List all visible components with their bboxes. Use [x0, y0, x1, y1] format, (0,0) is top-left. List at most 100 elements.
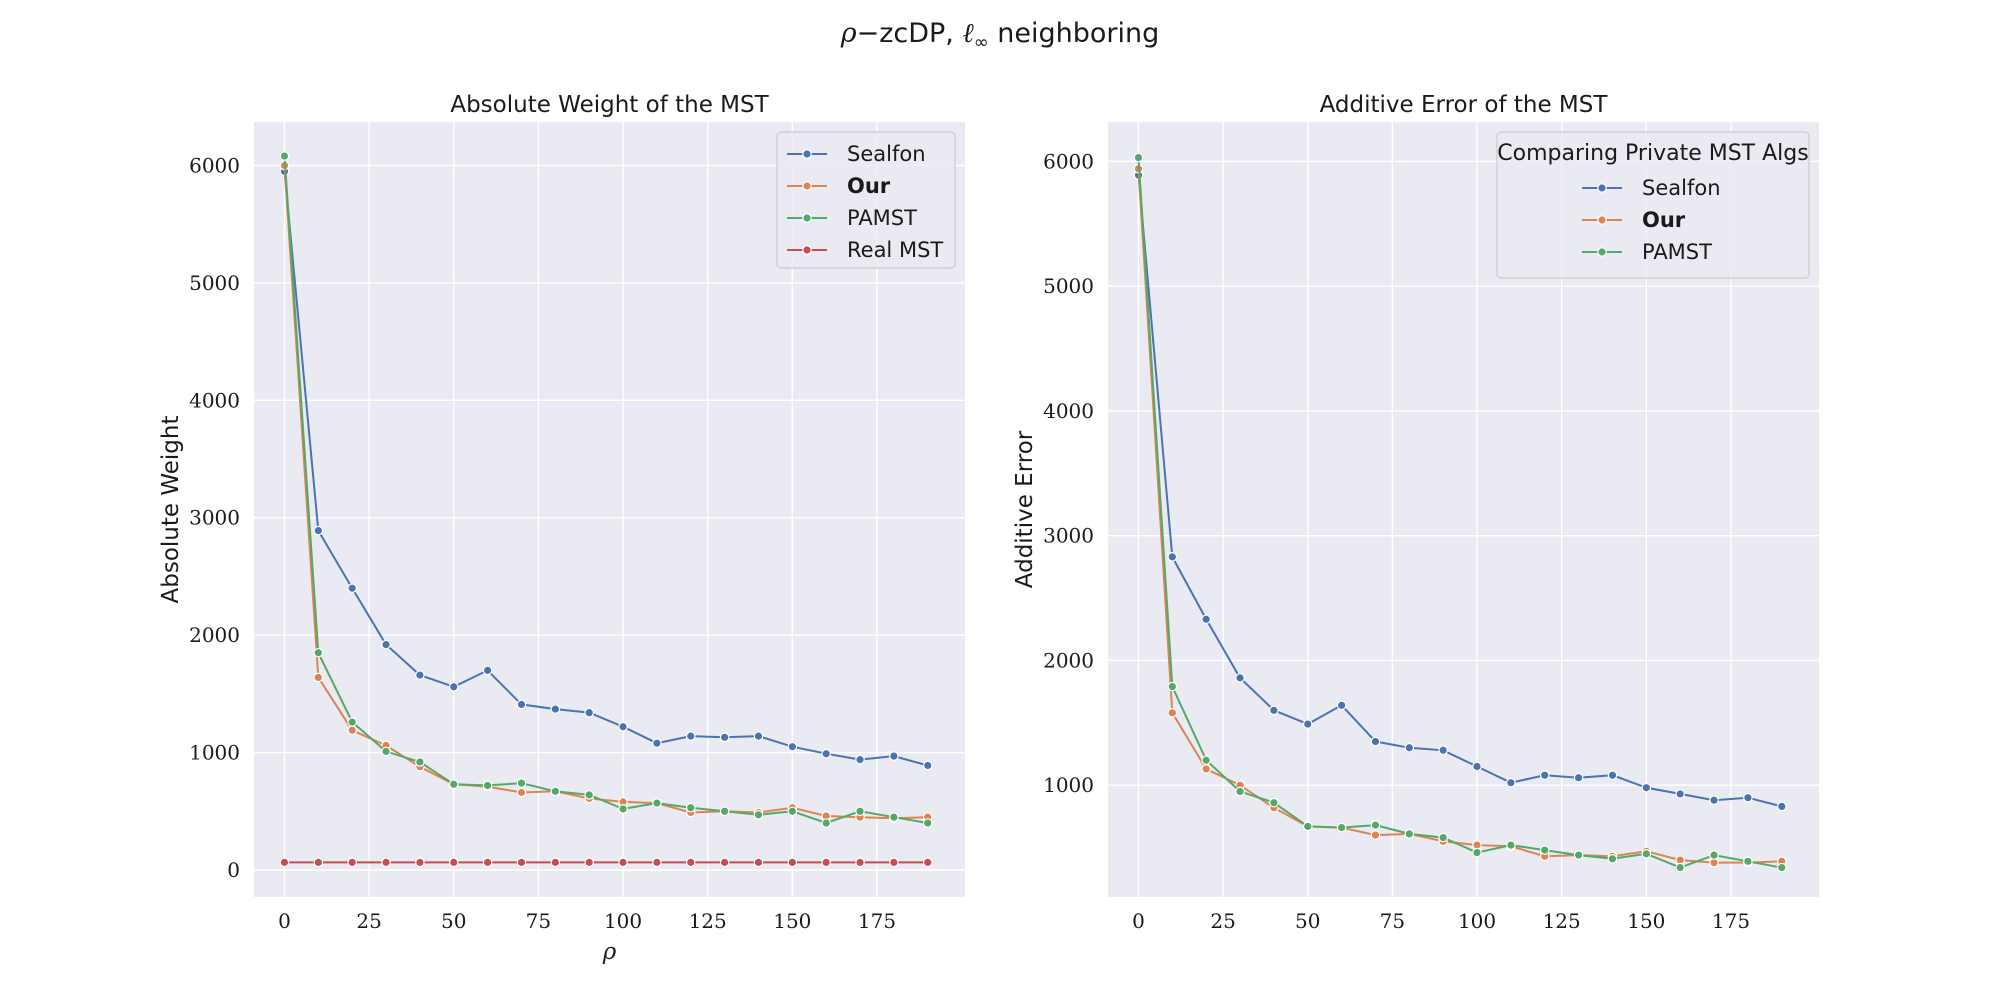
- y-tick-label: 6000: [189, 153, 240, 177]
- y-tick-label: 1000: [1043, 773, 1094, 797]
- data-point-real-mst: [753, 857, 764, 868]
- data-point-sealfon: [1404, 742, 1415, 753]
- data-point-pamst: [889, 812, 899, 822]
- x-tick-label: 0: [1132, 909, 1145, 933]
- data-point-sealfon: [652, 738, 662, 748]
- y-tick-label: 1000: [189, 741, 240, 765]
- data-point-sealfon: [685, 731, 696, 741]
- data-point-pamst: [1167, 681, 1178, 692]
- data-point-pamst: [1336, 822, 1347, 833]
- data-point-pamst: [1539, 845, 1550, 855]
- data-point-pamst: [381, 746, 391, 757]
- data-point-pamst: [1709, 850, 1719, 860]
- data-point-sealfon: [1776, 801, 1787, 812]
- legend-box: [776, 131, 956, 269]
- chart-absolute-weight: 0 25 50 75 100 125 150 175 0 1000 2000 3000 4000 5000…: [158, 92, 965, 965]
- data-point-sealfon: [347, 583, 357, 593]
- legend-marker-sealfon: [802, 149, 812, 159]
- data-point-pamst: [347, 717, 357, 727]
- data-point-pamst: [1438, 832, 1448, 843]
- legend-label-sealfon: Sealfon: [847, 142, 926, 166]
- suptitle-rho: ρ: [840, 18, 857, 49]
- legend-label-real-mst: Real MST: [847, 238, 943, 262]
- x-tick-label: 175: [1712, 909, 1750, 933]
- legend-marker-sealfon: [1597, 183, 1607, 193]
- legend-marker-pamst: [1597, 247, 1607, 257]
- legend-label-our: Our: [847, 174, 891, 198]
- y-tick-label: 4000: [1043, 399, 1094, 423]
- x-axis-label: ρ: [602, 939, 617, 965]
- data-point-sealfon: [1235, 673, 1245, 683]
- y-tick-label: 6000: [1043, 149, 1094, 173]
- data-point-sealfon: [1370, 736, 1381, 747]
- y-axis-label: Additive Error: [1012, 430, 1038, 588]
- data-point-sealfon: [1675, 789, 1685, 799]
- data-point-pamst: [550, 786, 561, 797]
- data-point-sealfon: [1472, 761, 1482, 772]
- y-tick-label: 2000: [1043, 648, 1094, 672]
- figure-suptitle: ρ−zcDP, ℓ∞ neighboring: [840, 18, 1160, 53]
- y-tick-label: 3000: [189, 506, 240, 530]
- y-axis-label: Absolute Weight: [158, 416, 184, 604]
- data-point-pamst: [1641, 849, 1652, 859]
- data-point-pamst: [1404, 829, 1415, 839]
- suptitle-infinity: ∞: [974, 32, 989, 53]
- data-point-sealfon: [1573, 772, 1584, 783]
- data-point-pamst: [719, 806, 730, 817]
- data-point-pamst: [279, 151, 290, 161]
- legend-box: [1496, 131, 1810, 279]
- data-point-pamst: [1472, 847, 1482, 858]
- x-tick-label: 100: [1458, 909, 1496, 933]
- data-point-pamst: [1573, 850, 1584, 860]
- legend-marker-our: [1597, 215, 1607, 225]
- data-point-sealfon: [415, 670, 425, 680]
- data-point-sealfon: [516, 699, 527, 710]
- data-point-real-mst: [313, 857, 324, 868]
- data-point-real-mst: [516, 857, 527, 868]
- data-point-pamst: [1743, 856, 1753, 867]
- data-point-real-mst: [347, 857, 357, 868]
- data-point-pamst: [618, 804, 628, 814]
- data-point-sealfon: [1641, 782, 1652, 793]
- data-point-pamst: [516, 778, 527, 788]
- data-point-real-mst: [448, 857, 459, 868]
- data-point-pamst: [652, 798, 662, 808]
- data-point-our: [1167, 708, 1178, 718]
- data-point-real-mst: [584, 857, 594, 868]
- data-point-sealfon: [1201, 614, 1211, 625]
- legend-label-our: Our: [1642, 208, 1686, 232]
- data-point-sealfon: [1506, 777, 1516, 788]
- data-point-real-mst: [719, 857, 730, 868]
- x-tick-label: 50: [441, 909, 466, 933]
- data-point-pamst: [1370, 820, 1381, 830]
- legend-marker-our: [802, 181, 812, 191]
- y-tick-label: 3000: [1043, 524, 1094, 548]
- data-point-real-mst: [855, 857, 865, 868]
- data-point-pamst: [1675, 862, 1685, 873]
- data-point-sealfon: [855, 754, 865, 765]
- data-point-pamst: [821, 818, 831, 828]
- data-point-pamst: [922, 818, 933, 828]
- data-point-pamst: [1607, 854, 1618, 864]
- suptitle-mid: −zcDP,: [857, 18, 963, 49]
- data-point-real-mst: [381, 857, 391, 868]
- data-point-our: [313, 672, 324, 683]
- data-point-sealfon: [618, 721, 628, 732]
- data-point-real-mst: [279, 857, 290, 868]
- x-tick-label: 0: [278, 909, 291, 933]
- data-point-real-mst: [787, 857, 798, 868]
- data-point-sealfon: [922, 760, 933, 771]
- data-point-real-mst: [652, 857, 662, 868]
- y-tick-label: 5000: [189, 271, 240, 295]
- data-point-pamst: [482, 780, 493, 791]
- data-point-sealfon: [719, 732, 730, 743]
- legend-label-pamst: PAMST: [1642, 240, 1712, 264]
- series-line-pamst: [283, 156, 928, 825]
- data-point-pamst: [313, 647, 324, 658]
- legend-label-sealfon: Sealfon: [1642, 176, 1721, 200]
- chart-title: Additive Error of the MST: [1320, 92, 1609, 118]
- suptitle-end: neighboring: [989, 18, 1160, 49]
- y-tick-label: 2000: [189, 623, 240, 647]
- y-tick-label: 5000: [1043, 274, 1094, 298]
